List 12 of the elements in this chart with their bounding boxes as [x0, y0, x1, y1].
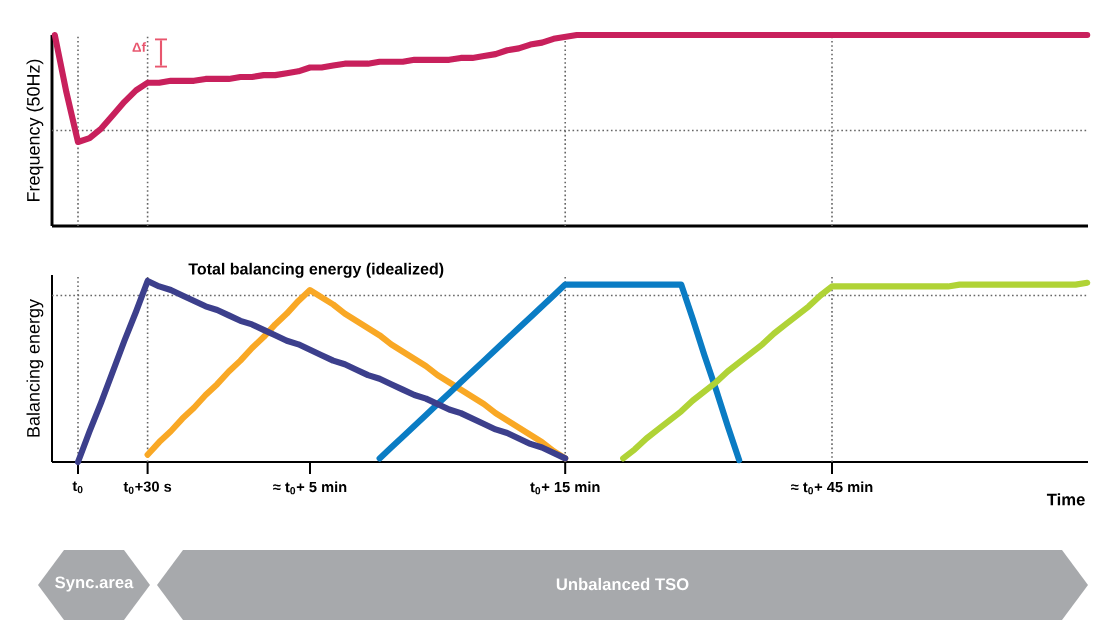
x-tick-label: t$_{0}$+30 s [123, 481, 172, 494]
x-tick-label: t$_{0}$ [72, 481, 83, 494]
text: Unbalanced TSO [556, 577, 689, 591]
x-tick-label: ≈ t$_{0}$+ 5 min [273, 481, 347, 495]
x-tick-label: t$_{0}$+ 15 min [530, 481, 600, 495]
x-tick-label: ≈ t$_{0}$+ 45 min [791, 481, 873, 495]
y-axis-title: Balancing energy [26, 299, 44, 437]
x-axis-title: Time [1046, 493, 1085, 506]
series-label: Total balancing energy (idealized) [188, 262, 444, 278]
annotation: Δf [132, 42, 147, 52]
y-axis-title: Frequency (50Hz) [26, 59, 44, 202]
text: Sync.area [55, 576, 134, 592]
